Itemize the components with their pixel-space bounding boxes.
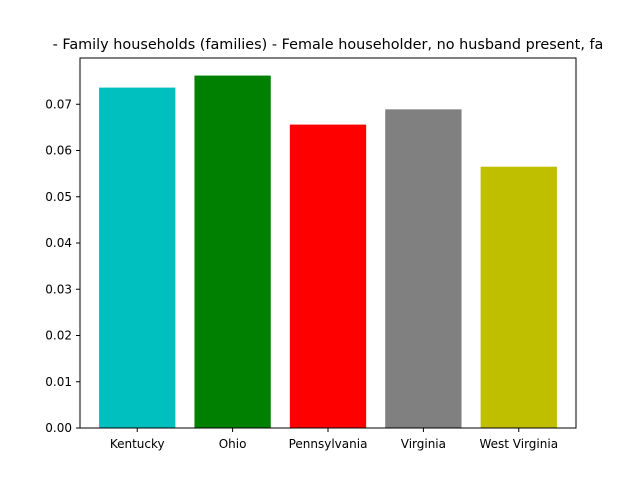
bars-group: [99, 75, 557, 429]
y-axis: 0.00 0.01 0.02 0.03 0.04 0.05 0.06 0.07: [45, 97, 80, 435]
y-tick-label: 0.05: [45, 190, 72, 204]
y-tick-label: 0.06: [45, 144, 72, 158]
plot-frame: [79, 57, 577, 429]
y-tick-label: 0.01: [45, 375, 72, 389]
y-tick-label: 0.03: [45, 282, 72, 296]
bar-west-virginia: [480, 166, 557, 428]
bar-kentucky: [99, 87, 176, 428]
bar-pennsylvania: [289, 124, 367, 428]
x-tick-label: Ohio: [219, 437, 247, 451]
y-tick-label: 0.07: [45, 97, 72, 111]
x-tick-label: West Virginia: [479, 437, 558, 451]
y-tick-label: 0.04: [45, 236, 72, 250]
x-tick-label: Kentucky: [110, 437, 165, 451]
bar-virginia: [385, 109, 462, 429]
y-tick-label: 0.00: [45, 421, 72, 435]
y-tick-label: 0.02: [45, 329, 72, 343]
x-tick-label: Virginia: [401, 437, 446, 451]
chart-title: - Family households (families) - Female …: [53, 37, 604, 53]
bar-ohio: [194, 75, 271, 428]
x-tick-label: Pennsylvania: [289, 437, 368, 451]
x-axis: Kentucky Ohio Pennsylvania Virginia West Vir…: [110, 428, 558, 451]
